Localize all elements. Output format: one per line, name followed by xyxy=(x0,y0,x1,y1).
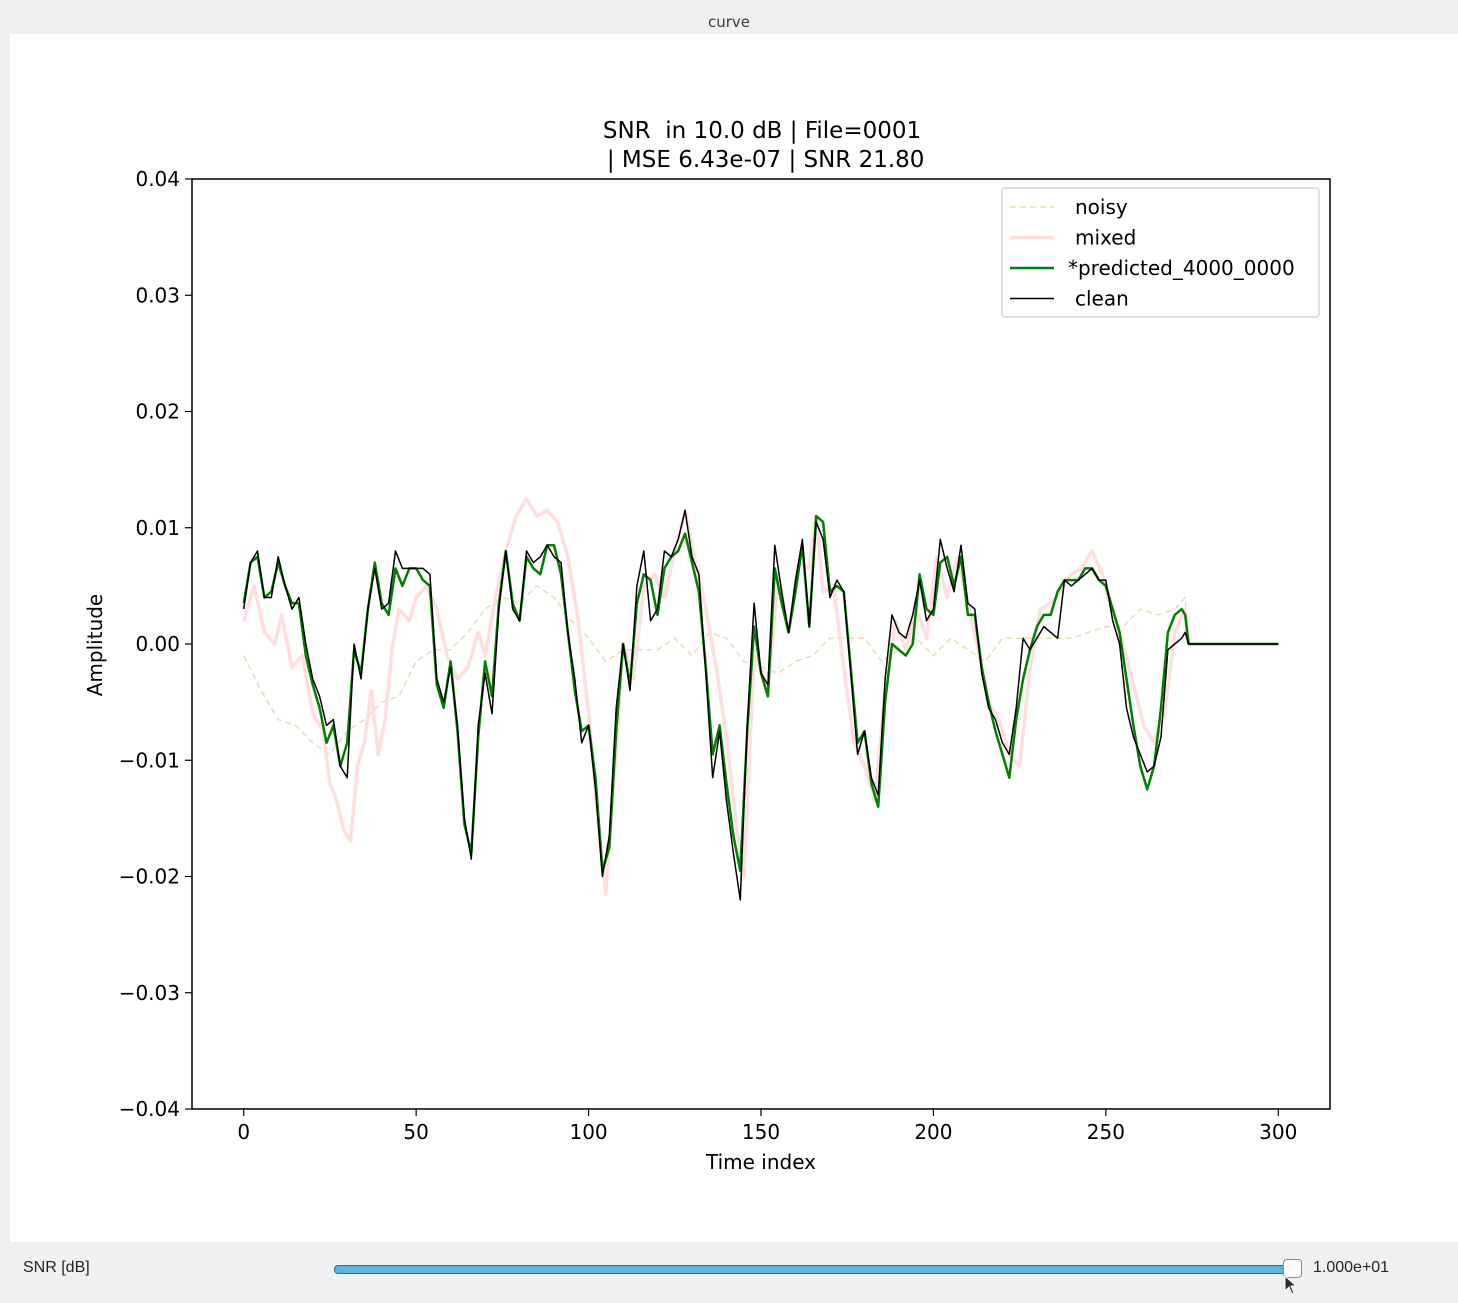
legend-box xyxy=(1001,187,1320,318)
y-tick-label: 0.01 xyxy=(135,516,180,540)
x-axis-label: Time index xyxy=(705,1150,816,1174)
y-tick-label: −0.01 xyxy=(119,748,180,772)
legend-label: noisy xyxy=(1075,195,1128,219)
series-line-3 xyxy=(242,509,1279,901)
series-line-2 xyxy=(242,514,1279,872)
chart-title-line2: | MSE 6.43e-07 | SNR 21.80 xyxy=(600,147,925,173)
tick-layer: 0 50 100 150 200 250 300 0.04 0.03 0.02 0.01 0.00 −0… xyxy=(119,167,1298,1144)
x-tick-label: 0 xyxy=(237,1120,250,1144)
y-tick-label: −0.03 xyxy=(119,981,180,1005)
series-layer xyxy=(242,496,1279,901)
x-tick-label: 300 xyxy=(1259,1120,1297,1144)
x-tick-label: 250 xyxy=(1087,1120,1125,1144)
y-tick-label: 0.04 xyxy=(135,167,180,191)
snr-slider-handle[interactable] xyxy=(1283,1259,1302,1278)
x-tick-label: 100 xyxy=(569,1120,607,1144)
legend-label: mixed xyxy=(1075,226,1136,250)
line-chart: SNR in 10.0 dB | File=0001 | MSE 6.43e-0… xyxy=(83,118,1331,1174)
legend-label: *predicted_4000_0000 xyxy=(1068,256,1295,280)
plot-frame xyxy=(191,178,1331,1110)
plot-canvas: SNR in 10.0 dB | File=0001 | MSE 6.43e-0… xyxy=(10,34,1458,1242)
y-tick-label: 0.02 xyxy=(135,400,180,424)
window-title: curve xyxy=(707,13,751,31)
x-tick-label: 50 xyxy=(403,1120,428,1144)
control-bar: SNR [dB] 1.000e+01 xyxy=(0,1242,1458,1303)
x-tick-label: 200 xyxy=(914,1120,952,1144)
series-line-1 xyxy=(242,496,1191,896)
series-line-0 xyxy=(243,585,1190,756)
chart-title-line1: SNR in 10.0 dB | File=0001 xyxy=(603,118,921,144)
snr-slider-track[interactable] xyxy=(334,1265,1292,1274)
y-tick-label: 0.03 xyxy=(135,283,180,307)
y-tick-label: −0.02 xyxy=(119,865,180,889)
legend-label: clean xyxy=(1075,287,1129,311)
mouse-cursor-icon xyxy=(1284,1275,1298,1295)
slider-label: SNR [dB] xyxy=(23,1259,90,1276)
x-tick-label: 150 xyxy=(742,1120,780,1144)
y-axis-label: Amplitude xyxy=(83,594,107,697)
slider-value: 1.000e+01 xyxy=(1313,1259,1390,1276)
y-tick-label: −0.04 xyxy=(119,1097,180,1121)
y-tick-label: 0.00 xyxy=(135,632,180,656)
